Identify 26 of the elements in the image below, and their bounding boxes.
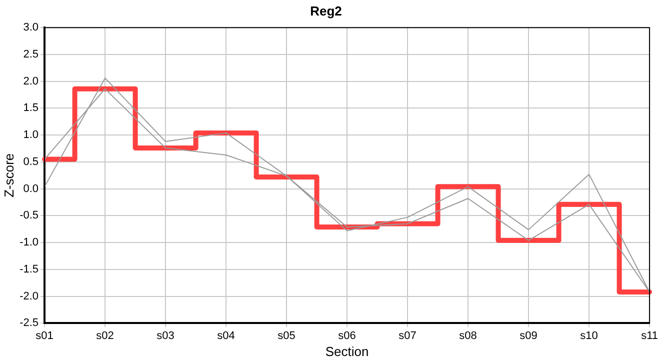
y-tick-label: 0.0 <box>23 182 39 195</box>
chart-title: Reg2 <box>310 3 342 18</box>
y-tick-label: -2.5 <box>20 317 39 330</box>
y-tick-label: 3.0 <box>23 22 39 34</box>
x-tick-label: s03 <box>156 330 174 342</box>
x-tick-label: s10 <box>580 330 598 342</box>
y-tick-label: 2.5 <box>23 48 39 61</box>
y-tick-label: 1.5 <box>23 102 39 114</box>
y-tick-label: -1.0 <box>20 236 39 249</box>
x-tick-label: s04 <box>217 330 235 342</box>
y-tick-label: -2.0 <box>20 290 39 302</box>
y-tick-label: 2.0 <box>23 75 39 88</box>
x-tick-label: s01 <box>36 330 54 342</box>
x-tick-label: s09 <box>520 330 538 342</box>
y-axis-title: Z-score <box>1 153 16 198</box>
x-tick-label: s06 <box>338 330 356 342</box>
y-tick-label: 1.0 <box>23 129 39 142</box>
x-tick-label: s08 <box>459 330 477 342</box>
x-tick-label: s11 <box>641 330 658 342</box>
y-tick-label: 0.5 <box>23 156 39 168</box>
x-axis-title: Section <box>325 344 369 359</box>
y-tick-label: -1.5 <box>20 263 39 276</box>
x-tick-label: s05 <box>278 330 296 342</box>
x-tick-label: s07 <box>398 330 416 342</box>
y-tick-label: -0.5 <box>20 210 39 222</box>
x-tick-label: s02 <box>96 330 114 342</box>
